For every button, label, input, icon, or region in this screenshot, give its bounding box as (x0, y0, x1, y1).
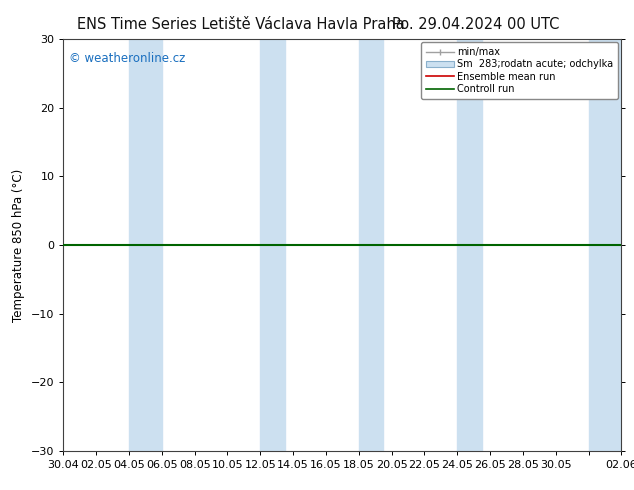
Bar (129, 39, 162, 451)
Text: ENS Time Series Letiště Václava Havla Praha: ENS Time Series Letiště Václava Havla Pr… (77, 17, 404, 32)
Text: © weatheronline.cz: © weatheronline.cz (69, 51, 185, 65)
Bar (588, 39, 621, 451)
Legend: min/max, Sm  283;rodatn acute; odchylka, Ensemble mean run, Controll run: min/max, Sm 283;rodatn acute; odchylka, … (422, 42, 618, 99)
Bar (457, 39, 482, 451)
Bar (261, 39, 285, 451)
Text: Po. 29.04.2024 00 UTC: Po. 29.04.2024 00 UTC (392, 17, 559, 32)
Bar (359, 39, 384, 451)
Y-axis label: Temperature 850 hPa (°C): Temperature 850 hPa (°C) (12, 169, 25, 321)
